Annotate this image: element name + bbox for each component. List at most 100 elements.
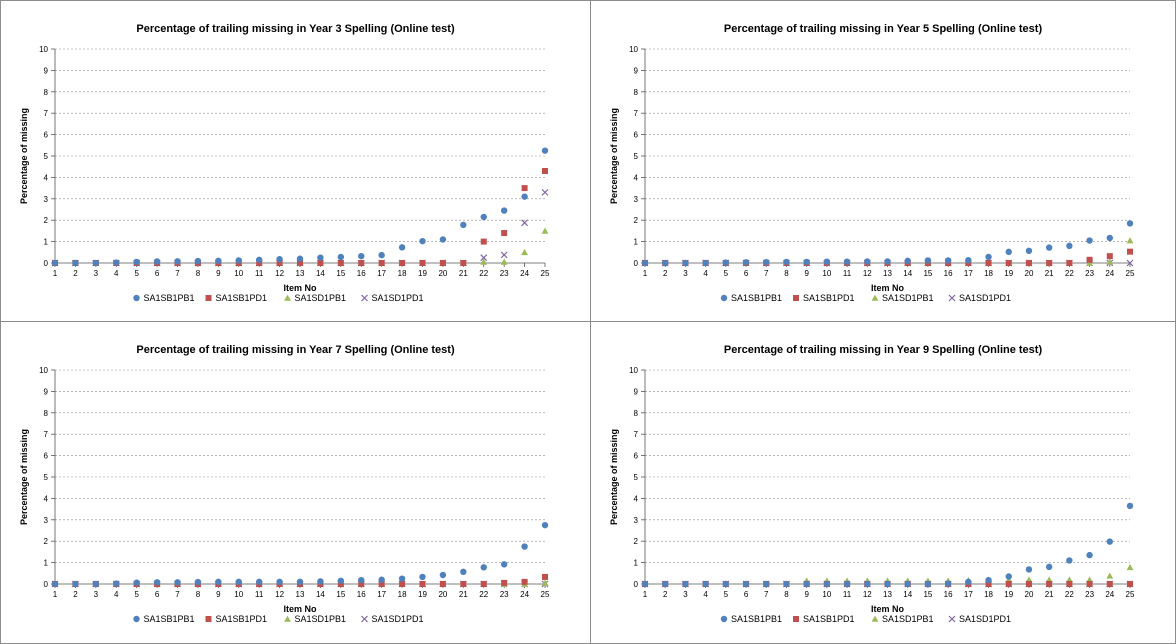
data-point <box>925 581 931 587</box>
data-point <box>460 569 466 575</box>
legend-marker <box>949 295 955 301</box>
data-point <box>1106 572 1113 578</box>
data-point <box>521 249 528 255</box>
data-point <box>985 577 991 583</box>
data-point <box>1127 503 1133 509</box>
legend-marker <box>793 295 799 301</box>
x-tick-label: 3 <box>683 269 688 278</box>
y-tick-label: 0 <box>44 580 49 589</box>
y-tick-label: 8 <box>44 409 49 418</box>
data-point <box>542 147 548 153</box>
data-point <box>481 564 487 570</box>
data-point <box>399 575 405 581</box>
y-tick-label: 10 <box>629 45 638 54</box>
data-point <box>542 228 549 234</box>
x-tick-label: 13 <box>296 269 305 278</box>
x-tick-label: 12 <box>863 269 872 278</box>
legend-item: SA1SB1PB1 <box>133 614 194 624</box>
x-tick-label: 1 <box>53 590 58 599</box>
x-tick-label: 21 <box>459 269 468 278</box>
data-point <box>174 258 180 264</box>
y-tick-label: 0 <box>44 259 49 268</box>
data-point <box>723 259 729 265</box>
data-point <box>317 254 323 260</box>
chart-title: Percentage of trailing missing in Year 9… <box>724 344 1043 356</box>
data-point <box>72 260 78 266</box>
x-tick-label: 6 <box>744 590 749 599</box>
y-tick-label: 9 <box>44 66 49 75</box>
y-tick-label: 5 <box>44 473 49 482</box>
data-point <box>521 543 527 549</box>
x-tick-label: 23 <box>500 590 509 599</box>
y-tick-label: 10 <box>629 366 638 375</box>
data-point <box>501 561 507 567</box>
data-point <box>723 581 729 587</box>
x-tick-label: 1 <box>643 590 648 599</box>
data-point <box>783 581 789 587</box>
series-sa1sb1pb1 <box>52 522 548 587</box>
data-point <box>1066 581 1072 587</box>
x-tick-label: 18 <box>398 269 407 278</box>
data-point <box>93 260 99 266</box>
chart-svg: Percentage of trailing missing in Year 9… <box>591 322 1175 643</box>
data-point <box>1107 581 1113 587</box>
x-tick-label: 21 <box>1045 590 1054 599</box>
legend-marker <box>133 616 139 622</box>
x-tick-label: 20 <box>438 590 447 599</box>
x-tick-label: 21 <box>1045 269 1054 278</box>
data-point <box>763 259 769 265</box>
data-point <box>460 260 466 266</box>
data-point <box>1127 220 1133 226</box>
legend-marker <box>949 616 955 622</box>
x-tick-label: 4 <box>114 590 119 599</box>
legend-label: SA1SD1PB1 <box>882 614 934 624</box>
data-point <box>642 581 648 587</box>
chart-panel-year9: Percentage of trailing missing in Year 9… <box>590 321 1176 644</box>
x-tick-label: 24 <box>1105 269 1114 278</box>
y-tick-label: 1 <box>634 559 639 568</box>
x-tick-label: 24 <box>1105 590 1114 599</box>
x-tick-label: 10 <box>822 269 831 278</box>
legend-label: SA1SB1PB1 <box>731 293 782 303</box>
data-point <box>945 580 951 586</box>
x-tick-label: 8 <box>196 269 201 278</box>
data-point <box>419 238 425 244</box>
legend-item: SA1SD1PB1 <box>872 293 934 303</box>
series-sa1sb1pb1 <box>642 503 1133 588</box>
data-point <box>72 581 78 587</box>
data-point <box>256 257 262 263</box>
x-tick-label: 17 <box>964 590 973 599</box>
data-point <box>824 581 830 587</box>
x-tick-label: 13 <box>883 269 892 278</box>
data-point <box>925 257 931 263</box>
y-tick-label: 10 <box>39 45 48 54</box>
legend-label: SA1SB1PD1 <box>803 293 855 303</box>
x-tick-label: 13 <box>883 590 892 599</box>
x-tick-label: 7 <box>764 590 769 599</box>
data-point <box>215 579 221 585</box>
x-axis-title: Item No <box>871 283 905 293</box>
x-tick-label: 10 <box>822 590 831 599</box>
y-tick-label: 0 <box>634 259 639 268</box>
chart-title: Percentage of trailing missing in Year 5… <box>724 23 1043 35</box>
data-point <box>824 259 830 265</box>
x-tick-label: 10 <box>234 269 243 278</box>
legend-label: SA1SB1PB1 <box>731 614 782 624</box>
legend-label: SA1SD1PB1 <box>295 293 347 303</box>
legend-marker <box>872 616 879 622</box>
x-tick-label: 24 <box>520 269 529 278</box>
data-point <box>154 258 160 264</box>
x-tick-label: 5 <box>134 269 139 278</box>
x-tick-label: 14 <box>316 590 325 599</box>
legend-item: SA1SB1PB1 <box>721 293 782 303</box>
x-tick-label: 20 <box>1025 269 1034 278</box>
data-point <box>1006 573 1012 579</box>
x-tick-label: 12 <box>275 269 284 278</box>
x-tick-label: 3 <box>94 269 99 278</box>
x-tick-label: 11 <box>843 590 852 599</box>
data-point <box>1127 581 1133 587</box>
data-point <box>905 581 911 587</box>
data-point <box>965 579 971 585</box>
legend-item: SA1SD1PB1 <box>872 614 934 624</box>
